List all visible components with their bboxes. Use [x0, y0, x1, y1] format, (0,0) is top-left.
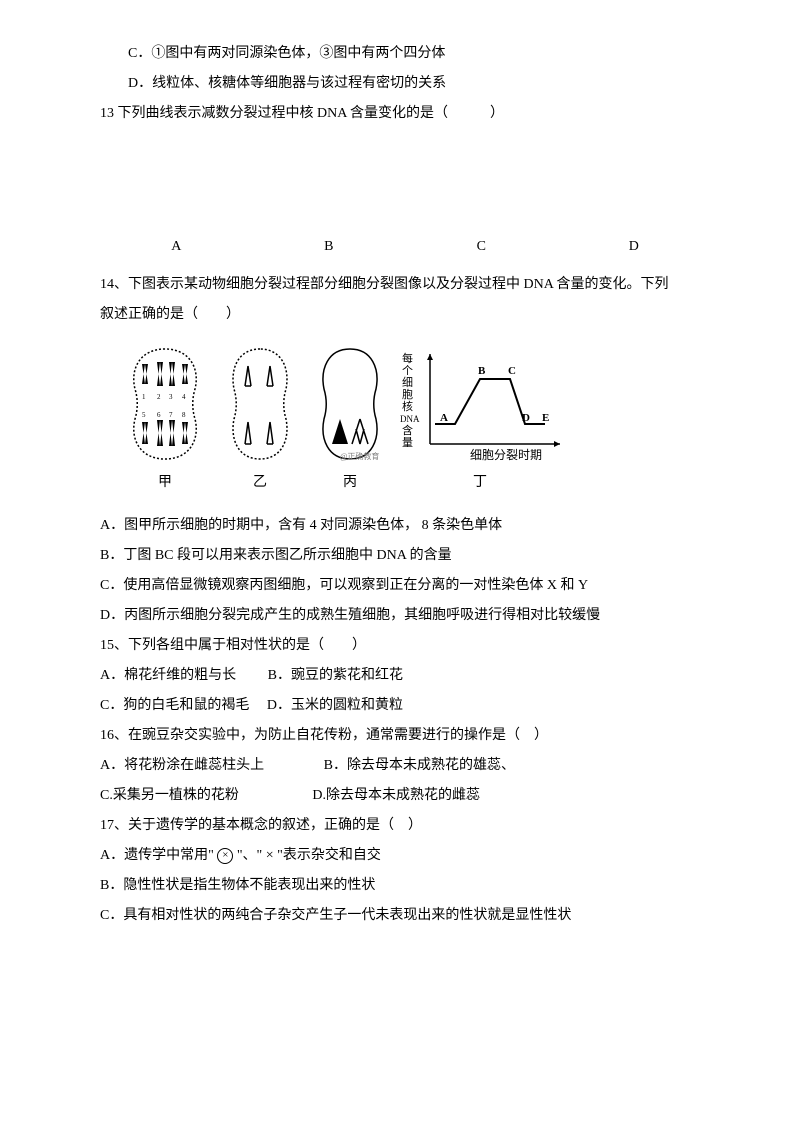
q13-curves-placeholder: [100, 138, 710, 228]
svg-text:B: B: [478, 365, 486, 377]
q14-diagram-row: 1 23 4 5 67 8 @正确教育 每个细胞核 DNA含量 A: [100, 344, 710, 464]
label-bing: 丙: [310, 469, 390, 497]
cross-circle-icon: ×: [217, 848, 233, 864]
svg-text:核: 核: [402, 399, 413, 413]
cell-jia: 1 23 4 5 67 8: [120, 344, 210, 464]
svg-text:2: 2: [157, 393, 161, 401]
svg-text:1: 1: [142, 393, 146, 401]
cell-bing: @正确教育: [310, 344, 390, 464]
svg-text:A: A: [440, 412, 448, 424]
q15-stem: 15、下列各组中属于相对性状的是（ ）: [100, 632, 710, 660]
q14-option-d: D．丙图所示细胞分裂完成产生的成熟生殖细胞，其细胞呼吸进行得相对比较缓慢: [100, 602, 710, 630]
q14-option-c: C．使用高倍显微镜观察丙图细胞，可以观察到正在分离的一对性染色体 X 和 Y: [100, 572, 710, 600]
label-c: C: [421, 233, 541, 261]
q17-option-a: A．遗传学中常用" × "、" × "表示杂交和自交: [100, 842, 710, 870]
q13-stem: 13 下列曲线表示减数分裂过程中核 DNA 含量变化的是（ ）: [100, 100, 710, 128]
svg-text:7: 7: [169, 411, 173, 419]
svg-text:胞: 胞: [402, 388, 413, 401]
q16-option-c: C.采集另一植株的花粉: [100, 788, 239, 803]
q15-option-d: D．玉米的圆粒和黄粒: [267, 698, 403, 713]
curve-a: [121, 148, 231, 228]
q12-option-d: D．线粒体、核糖体等细胞器与该过程有密切的关系: [100, 70, 710, 98]
q14-cell-labels: 甲 乙 丙 丁: [100, 469, 710, 497]
curve-b: [274, 148, 384, 228]
q14-option-a: A．图甲所示细胞的时期中，含有 4 对同源染色体， 8 条染色单体: [100, 512, 710, 540]
q16-option-a: A．将花粉涂在雌蕊柱头上: [100, 758, 264, 773]
q17-stem: 17、关于遗传学的基本概念的叙述，正确的是（ ）: [100, 812, 710, 840]
chart-ding: 每个细胞核 DNA含量 A B C D E 细胞分裂时期: [400, 344, 570, 464]
svg-text:个: 个: [402, 364, 413, 377]
svg-text:细: 细: [402, 376, 413, 389]
svg-text:E: E: [542, 412, 549, 424]
chart-xlabel: 细胞分裂时期: [470, 448, 542, 462]
svg-text:C: C: [508, 365, 516, 377]
q16-option-d: D.除去母本未成熟花的雌蕊: [312, 788, 480, 803]
watermark-text: @正确教育: [340, 451, 379, 461]
svg-text:D: D: [522, 412, 530, 424]
label-jia: 甲: [120, 469, 210, 497]
curve-c: [426, 148, 536, 228]
q16-stem: 16、在豌豆杂交实验中，为防止自花传粉，通常需要进行的操作是（ ）: [100, 722, 710, 750]
svg-text:8: 8: [182, 411, 186, 419]
label-a: A: [116, 233, 236, 261]
q14-stem-line2: 叙述正确的是（ ）: [100, 301, 710, 329]
svg-text:量: 量: [402, 436, 413, 449]
curve-d: [579, 148, 689, 228]
q17-option-b: B．隐性性状是指生物体不能表现出来的性状: [100, 872, 710, 900]
q14-stem-line1: 14、下图表示某动物细胞分裂过程部分细胞分裂图像以及分裂过程中 DNA 含量的变…: [100, 271, 710, 299]
q12-option-c: C．①图中有两对同源染色体，③图中有两个四分体: [100, 40, 710, 68]
cell-yi: [220, 344, 300, 464]
q17-option-a-mid: "、" × "表示杂交和自交: [237, 848, 381, 863]
q16-options-ab: A．将花粉涂在雌蕊柱头上 B．除去母本未成熟花的雄蕊、: [100, 752, 710, 780]
svg-text:含: 含: [402, 423, 413, 437]
svg-text:6: 6: [157, 411, 161, 419]
q14-option-b: B．丁图 BC 段可以用来表示图乙所示细胞中 DNA 的含量: [100, 542, 710, 570]
label-yi: 乙: [220, 469, 300, 497]
label-ding: 丁: [400, 469, 560, 497]
label-d: D: [574, 233, 694, 261]
q15-option-c: C．狗的白毛和鼠的褐毛: [100, 698, 249, 713]
q17-option-c: C．具有相对性状的两纯合子杂交产生子一代未表现出来的性状就是显性性状: [100, 902, 710, 930]
q15-option-a: A．棉花纤维的粗与长: [100, 668, 236, 683]
q16-option-b: B．除去母本未成熟花的雄蕊、: [324, 758, 515, 773]
q15-options-cd: C．狗的白毛和鼠的褐毛 D．玉米的圆粒和黄粒: [100, 692, 710, 720]
svg-text:3: 3: [169, 393, 173, 401]
svg-text:DNA: DNA: [400, 414, 420, 424]
q15-option-b: B．豌豆的紫花和红花: [268, 668, 403, 683]
q17-option-a-pre: A．遗传学中常用": [100, 848, 214, 863]
q15-options-ab: A．棉花纤维的粗与长 B．豌豆的紫花和红花: [100, 662, 710, 690]
svg-text:每: 每: [402, 351, 413, 365]
q16-options-cd: C.采集另一植株的花粉 D.除去母本未成熟花的雌蕊: [100, 782, 710, 810]
svg-text:5: 5: [142, 411, 146, 419]
q13-curve-labels: A B C D: [100, 233, 710, 261]
label-b: B: [269, 233, 389, 261]
svg-text:4: 4: [182, 393, 186, 401]
